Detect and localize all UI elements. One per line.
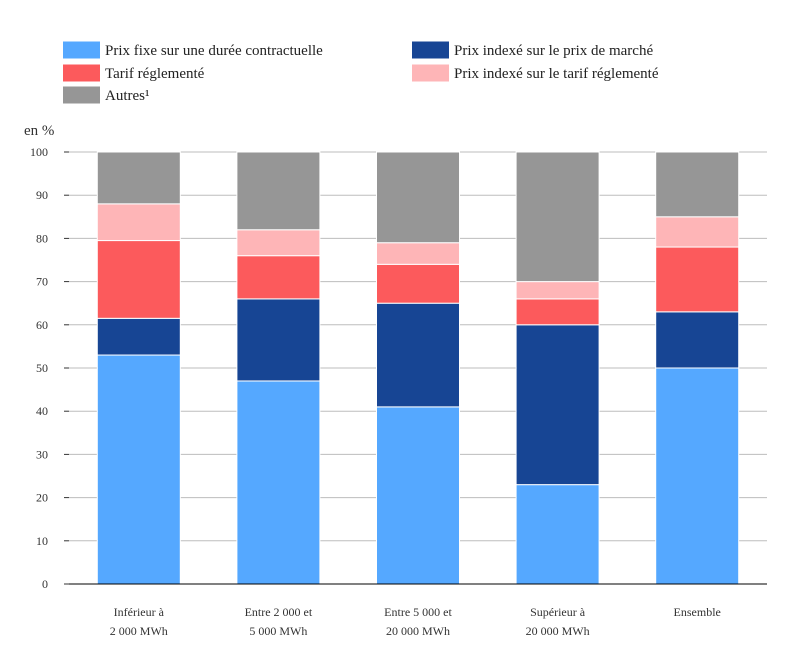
legend: Prix fixe sur une durée contractuelle Tar… (63, 41, 659, 104)
legend-label: Prix indexé sur le tarif réglementé (454, 66, 659, 82)
y-tick-label: 30 (36, 447, 48, 461)
bar-segment (515, 324, 600, 486)
legend-swatch (412, 64, 449, 82)
bar-segment (376, 151, 460, 244)
bar-segment (655, 311, 740, 369)
legend-label: Prix fixe sur une durée contractuelle (105, 43, 323, 59)
bar-segment (376, 406, 460, 585)
bar-segment (515, 281, 600, 300)
x-category-label: 20 000 MWh (386, 624, 450, 638)
bar-segment (655, 151, 740, 218)
bar-segment (376, 302, 460, 408)
y-axis-label: en % (24, 123, 54, 139)
bar-segment (96, 203, 181, 242)
x-category-label: 2 000 MWh (110, 624, 168, 638)
bar-stack (96, 151, 181, 585)
x-axis-categories: Inférieur à 2 000 MWh Entre 2 000 et 5 000 … (110, 605, 721, 638)
y-tick-label: 40 (36, 404, 48, 418)
bar-segment (376, 242, 460, 265)
bar-segment (655, 367, 740, 585)
bar-segment (236, 380, 321, 585)
bar-segment (515, 151, 600, 283)
bar-segment (236, 255, 321, 300)
legend-swatch (63, 86, 100, 104)
bars (96, 151, 740, 585)
bar-segment (96, 240, 181, 319)
bar-segment (376, 263, 460, 304)
legend-label: Autres¹ (105, 88, 150, 104)
bar-stack (655, 151, 740, 585)
x-category-label: Entre 2 000 et (245, 605, 313, 619)
y-axis-ticks: 0 10 20 30 40 50 60 70 80 90 100 (30, 145, 48, 591)
x-category-label: 5 000 MWh (249, 624, 307, 638)
legend-swatch (63, 41, 100, 59)
y-tick-label: 0 (42, 577, 48, 591)
x-category-label: Entre 5 000 et (384, 605, 452, 619)
bar-segment (655, 246, 740, 313)
x-category-label: Supérieur à (530, 605, 586, 619)
bar-segment (96, 317, 181, 356)
bar-segment (515, 298, 600, 326)
legend-label: Tarif réglementé (105, 66, 205, 82)
y-tick-label: 60 (36, 318, 48, 332)
y-tick-label: 100 (30, 145, 48, 159)
bar-stack (236, 151, 321, 585)
legend-swatch (412, 41, 449, 59)
y-tick-label: 90 (36, 188, 48, 202)
bar-segment (96, 151, 181, 205)
legend-label: Prix indexé sur le prix de marché (454, 43, 653, 59)
bar-segment (236, 298, 321, 382)
bar-stack (376, 151, 460, 585)
bar-segment (236, 229, 321, 257)
x-category-label: Ensemble (674, 605, 721, 619)
y-tick-label: 80 (36, 231, 48, 245)
y-tick-label: 70 (36, 275, 48, 289)
y-tick-label: 20 (36, 491, 48, 505)
x-category-label: 20 000 MWh (526, 624, 590, 638)
bar-segment (96, 354, 181, 585)
x-category-label: Inférieur à (114, 605, 165, 619)
legend-swatch (63, 64, 100, 82)
y-tick-label: 10 (36, 534, 48, 548)
bar-stack (515, 151, 600, 585)
bar-segment (655, 216, 740, 248)
bar-segment (515, 484, 600, 585)
bar-segment (236, 151, 321, 231)
y-tick-label: 50 (36, 361, 48, 375)
